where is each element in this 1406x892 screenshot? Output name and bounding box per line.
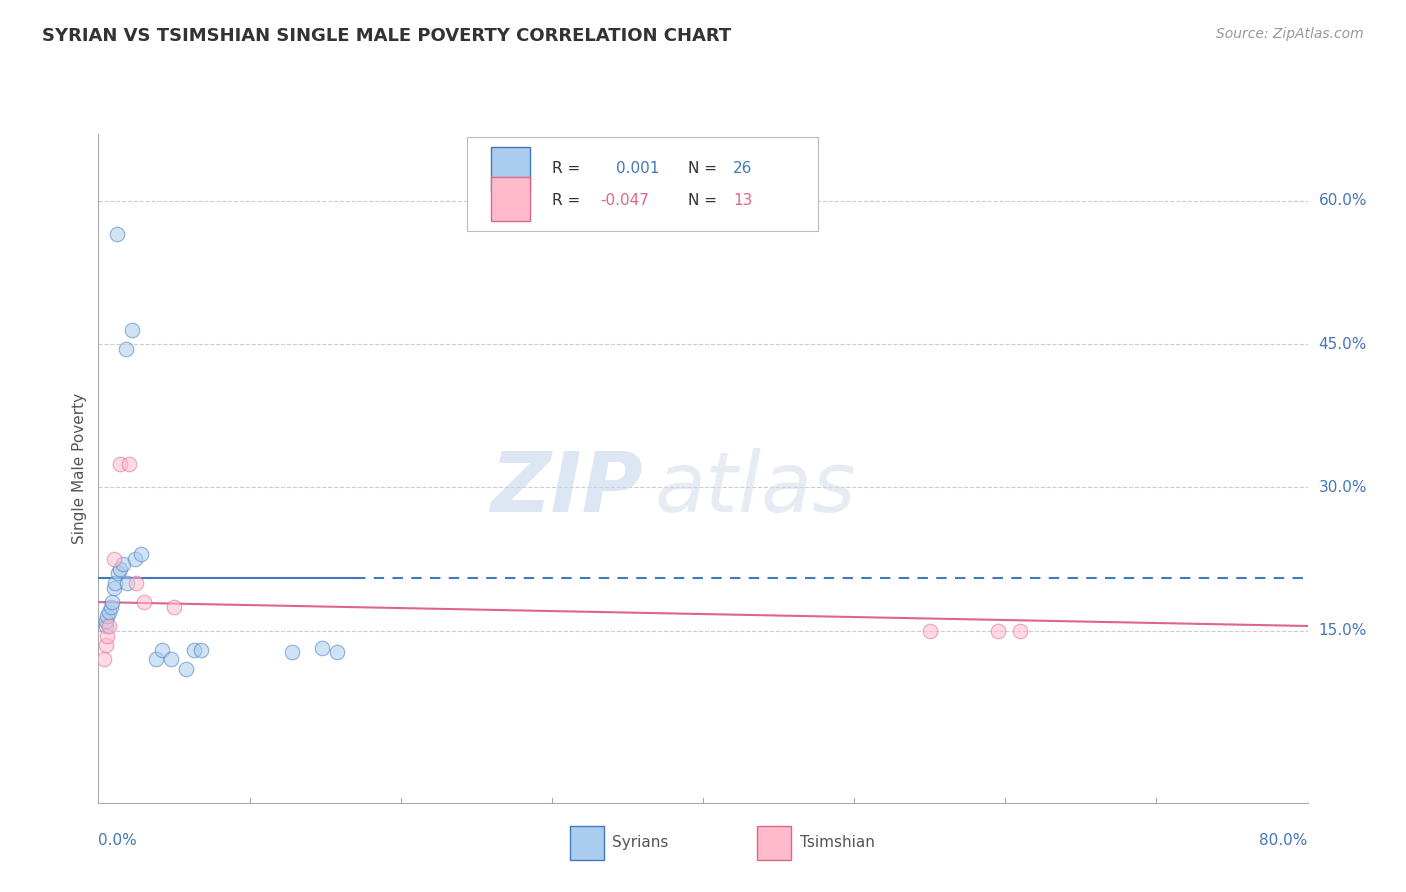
Y-axis label: Single Male Poverty: Single Male Poverty [72,392,87,544]
FancyBboxPatch shape [569,826,603,860]
Text: R =: R = [551,194,585,208]
Point [105,227,128,242]
Point [118,457,141,471]
Point [311,640,333,655]
Point [96,629,118,643]
Point [104,576,127,591]
Text: 26: 26 [734,161,752,176]
Point [918,624,941,638]
Text: N =: N = [689,194,723,208]
Text: atlas: atlas [655,448,856,529]
Point [96,609,118,624]
FancyBboxPatch shape [492,178,530,221]
Point [163,599,186,614]
FancyBboxPatch shape [492,147,530,191]
Point [108,457,131,471]
Point [125,576,148,591]
Point [124,552,146,566]
Text: 15.0%: 15.0% [1319,624,1367,639]
Point [114,342,136,356]
Point [94,619,117,633]
Text: -0.047: -0.047 [600,194,650,208]
Text: N =: N = [689,161,723,176]
Point [111,557,134,571]
Point [115,576,138,591]
Point [98,619,121,633]
Text: ZIP: ZIP [489,448,643,529]
FancyBboxPatch shape [467,137,818,231]
Text: 60.0%: 60.0% [1319,194,1367,208]
Point [150,643,173,657]
Point [100,599,122,614]
Point [107,566,129,581]
Text: Tsimshian: Tsimshian [800,836,875,850]
Text: SYRIAN VS TSIMSHIAN SINGLE MALE POVERTY CORRELATION CHART: SYRIAN VS TSIMSHIAN SINGLE MALE POVERTY … [42,27,731,45]
Text: 0.0%: 0.0% [98,833,138,848]
Point [121,323,143,337]
Text: Syrians: Syrians [612,836,669,850]
Text: Source: ZipAtlas.com: Source: ZipAtlas.com [1216,27,1364,41]
Point [987,624,1010,638]
Text: R =: R = [551,161,591,176]
Point [174,662,197,676]
Text: 45.0%: 45.0% [1319,336,1367,351]
FancyBboxPatch shape [758,826,792,860]
Point [183,643,205,657]
Point [145,652,167,666]
Point [103,552,125,566]
Point [129,547,152,561]
Point [1010,624,1032,638]
Point [93,652,115,666]
Point [103,581,125,595]
Point [281,645,304,659]
Point [101,595,124,609]
Point [108,562,131,576]
Point [190,643,212,657]
Point [326,645,349,659]
Point [132,595,155,609]
Text: 80.0%: 80.0% [1260,833,1308,848]
Point [94,638,117,652]
Text: 13: 13 [734,194,752,208]
Point [160,652,183,666]
Point [94,614,117,628]
Point [98,605,121,619]
Text: 0.001: 0.001 [616,161,659,176]
Text: 30.0%: 30.0% [1319,480,1367,495]
